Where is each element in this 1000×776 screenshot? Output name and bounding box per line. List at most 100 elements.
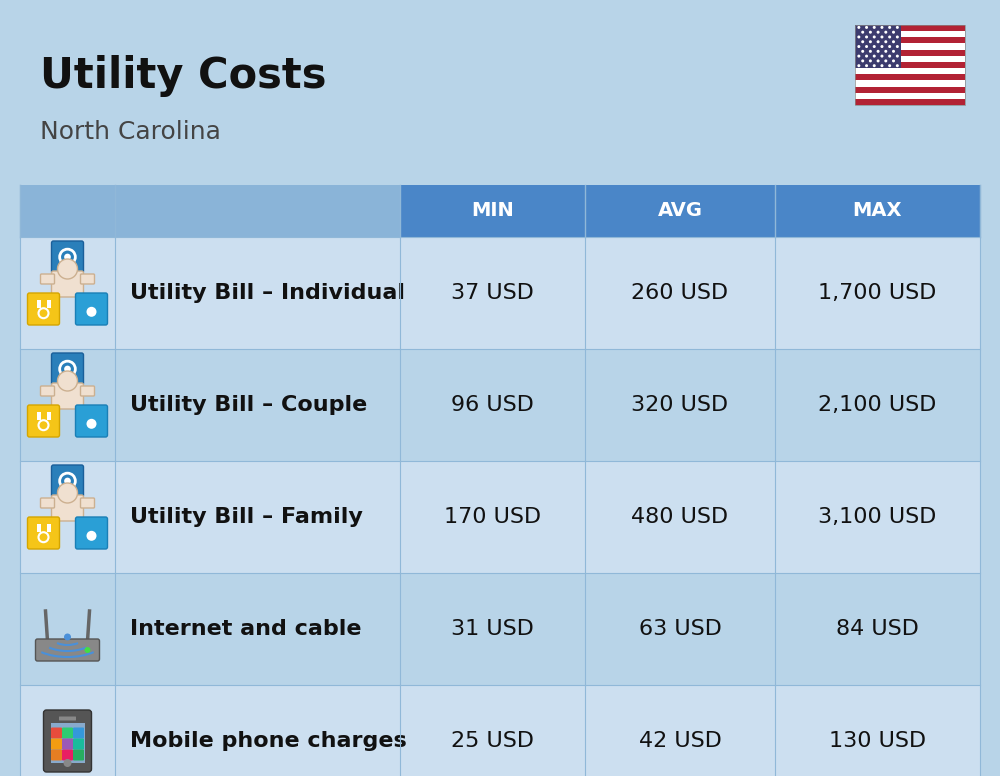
Bar [20, 573, 980, 685]
Text: Mobile phone charges: Mobile phone charges [130, 731, 407, 751]
Circle shape [873, 54, 876, 57]
Circle shape [877, 50, 880, 53]
FancyBboxPatch shape [73, 750, 84, 760]
FancyBboxPatch shape [40, 274, 54, 284]
Text: MAX: MAX [853, 202, 902, 220]
Circle shape [880, 64, 883, 68]
Circle shape [892, 31, 895, 33]
Circle shape [873, 45, 876, 48]
Circle shape [888, 36, 891, 39]
Circle shape [892, 60, 895, 62]
FancyBboxPatch shape [51, 750, 62, 760]
FancyBboxPatch shape [76, 517, 108, 549]
Circle shape [58, 371, 78, 391]
Circle shape [896, 45, 899, 48]
FancyBboxPatch shape [59, 716, 76, 720]
Bar [855, 92, 965, 99]
FancyBboxPatch shape [28, 293, 60, 325]
Circle shape [896, 26, 899, 29]
Circle shape [865, 36, 868, 39]
Text: Utility Bill – Individual: Utility Bill – Individual [130, 283, 405, 303]
FancyBboxPatch shape [28, 405, 60, 437]
Circle shape [880, 36, 883, 39]
FancyBboxPatch shape [73, 739, 84, 750]
Circle shape [884, 31, 887, 33]
Circle shape [869, 60, 872, 62]
Bar [855, 99, 965, 105]
Circle shape [64, 633, 71, 640]
Circle shape [884, 40, 887, 43]
Circle shape [857, 45, 860, 48]
Text: 25 USD: 25 USD [451, 731, 534, 751]
Text: Internet and cable: Internet and cable [130, 619, 362, 639]
Bar [20, 237, 980, 349]
Bar [36, 300, 40, 308]
FancyBboxPatch shape [40, 386, 54, 396]
FancyBboxPatch shape [52, 353, 84, 385]
FancyBboxPatch shape [62, 739, 73, 750]
Circle shape [869, 31, 872, 33]
Circle shape [861, 60, 864, 62]
Circle shape [880, 26, 883, 29]
Circle shape [877, 40, 880, 43]
Circle shape [888, 64, 891, 68]
Circle shape [861, 50, 864, 53]
Text: 37 USD: 37 USD [451, 283, 534, 303]
Circle shape [857, 64, 860, 68]
Bar [36, 412, 40, 420]
Bar [585, 185, 775, 237]
Circle shape [857, 54, 860, 57]
FancyBboxPatch shape [76, 293, 108, 325]
FancyBboxPatch shape [52, 241, 84, 273]
Circle shape [884, 50, 887, 53]
Circle shape [873, 36, 876, 39]
Circle shape [884, 60, 887, 62]
Text: 1,700 USD: 1,700 USD [818, 283, 937, 303]
FancyBboxPatch shape [52, 465, 84, 497]
Circle shape [857, 26, 860, 29]
Bar [855, 25, 965, 105]
Text: 42 USD: 42 USD [639, 731, 721, 751]
Circle shape [87, 419, 96, 429]
Text: AVG: AVG [658, 202, 702, 220]
Circle shape [861, 31, 864, 33]
Text: 320 USD: 320 USD [631, 395, 729, 415]
Circle shape [865, 45, 868, 48]
Text: 170 USD: 170 USD [444, 507, 541, 527]
Circle shape [896, 64, 899, 68]
Circle shape [865, 64, 868, 68]
Text: 130 USD: 130 USD [829, 731, 926, 751]
FancyBboxPatch shape [80, 274, 94, 284]
Bar [855, 74, 965, 81]
FancyBboxPatch shape [80, 386, 94, 396]
Circle shape [865, 26, 868, 29]
Circle shape [873, 26, 876, 29]
Text: 31 USD: 31 USD [451, 619, 534, 639]
Text: Utility Bill – Family: Utility Bill – Family [130, 507, 363, 527]
FancyBboxPatch shape [40, 498, 54, 508]
Circle shape [888, 26, 891, 29]
Text: 2,100 USD: 2,100 USD [818, 395, 937, 415]
Bar [400, 185, 585, 237]
FancyBboxPatch shape [62, 750, 73, 760]
Text: 84 USD: 84 USD [836, 619, 919, 639]
Bar [855, 87, 965, 92]
Bar [46, 524, 50, 532]
Bar [855, 37, 965, 43]
FancyBboxPatch shape [80, 498, 94, 508]
Bar [855, 62, 965, 68]
Bar [855, 43, 965, 50]
Circle shape [857, 36, 860, 39]
FancyBboxPatch shape [52, 383, 84, 409]
Text: North Carolina: North Carolina [40, 120, 221, 144]
Text: MIN: MIN [471, 202, 514, 220]
Circle shape [64, 365, 71, 372]
Circle shape [87, 307, 96, 317]
FancyBboxPatch shape [52, 495, 84, 521]
Circle shape [896, 36, 899, 39]
Bar [20, 461, 980, 573]
Text: 260 USD: 260 USD [631, 283, 729, 303]
Text: 63 USD: 63 USD [639, 619, 721, 639]
Circle shape [58, 483, 78, 503]
Circle shape [869, 40, 872, 43]
